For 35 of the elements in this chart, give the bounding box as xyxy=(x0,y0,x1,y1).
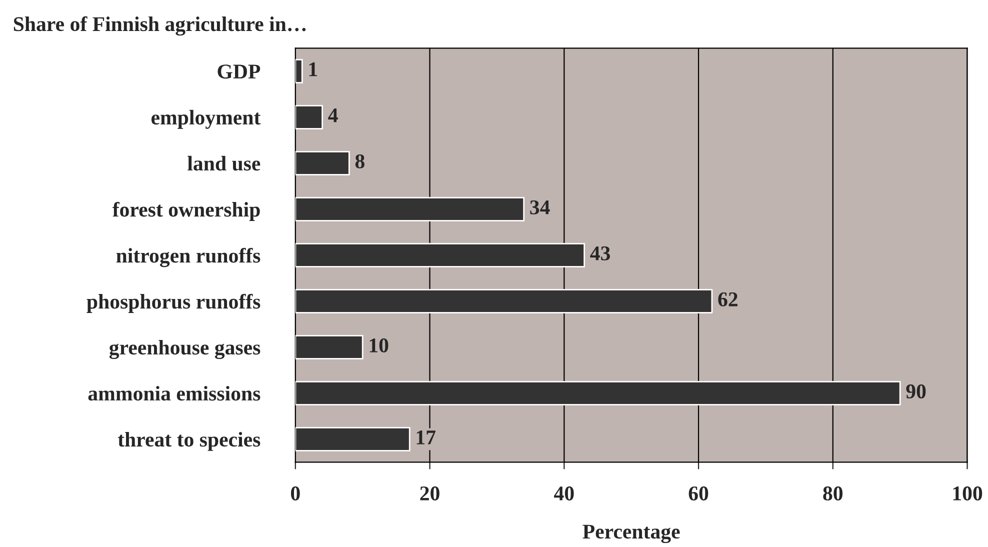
bar xyxy=(295,288,713,314)
x-tick-label: 80 xyxy=(823,486,843,500)
x-tick-label: 100 xyxy=(953,486,982,500)
bar xyxy=(295,334,364,360)
data-label: 1 xyxy=(309,62,318,76)
bar xyxy=(295,381,901,406)
y-tick-label: GDP xyxy=(218,64,260,79)
y-tick-label: threat to species xyxy=(118,432,260,451)
bar xyxy=(295,150,350,176)
bar xyxy=(295,427,410,452)
y-tick-label: nitrogen runoffs xyxy=(116,248,260,268)
y-tick-label: greenhouse gases xyxy=(109,340,260,360)
x-tick-label: 40 xyxy=(554,486,574,500)
y-tick-label: ammonia emissions xyxy=(88,386,260,401)
data-label: 90 xyxy=(906,384,926,398)
bar xyxy=(295,196,525,222)
y-tick-label: forest ownership xyxy=(112,202,260,221)
x-axis-title: Percentage xyxy=(582,524,680,544)
data-label: 34 xyxy=(530,200,550,214)
y-tick-label: employment xyxy=(151,110,261,129)
data-label: 10 xyxy=(370,338,388,352)
chart-title: Share of Finnish agriculture in… xyxy=(14,16,306,36)
x-tick-label: 20 xyxy=(420,486,440,500)
data-label: 43 xyxy=(590,246,610,260)
data-label: 62 xyxy=(718,292,738,306)
x-tick-label: 0 xyxy=(291,486,300,500)
data-label: 4 xyxy=(328,108,338,122)
bar xyxy=(295,242,585,268)
bar xyxy=(295,104,323,130)
data-label: 17 xyxy=(416,430,436,444)
y-tick-label: land use xyxy=(188,156,260,171)
x-tick-label: 60 xyxy=(688,486,708,500)
y-tick-label: phosphorus runoffs xyxy=(86,294,260,313)
data-label: 8 xyxy=(355,154,364,168)
bar xyxy=(295,58,303,84)
